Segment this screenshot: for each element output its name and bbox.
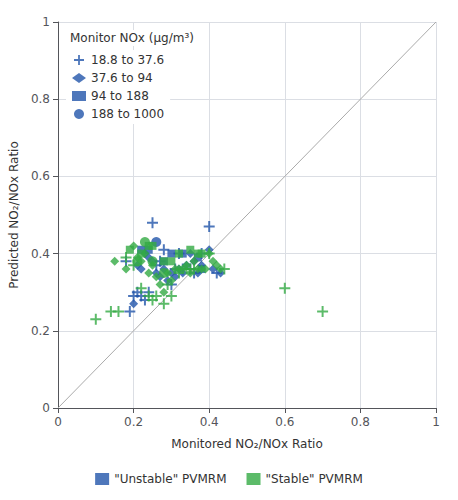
- svg-text:0: 0: [42, 401, 50, 415]
- svg-text:Monitor NOx (μg/m³): Monitor NOx (μg/m³): [70, 31, 194, 45]
- svg-text:0.6: 0.6: [275, 415, 294, 429]
- svg-text:18.8 to 37.6: 18.8 to 37.6: [91, 53, 164, 67]
- svg-text:188 to 1000: 188 to 1000: [91, 107, 164, 121]
- svg-text:0: 0: [54, 415, 62, 429]
- svg-text:0.8: 0.8: [31, 92, 50, 106]
- svg-text:0.2: 0.2: [31, 324, 50, 338]
- svg-text:37.6 to 94: 37.6 to 94: [91, 71, 153, 85]
- svg-text:0.2: 0.2: [124, 415, 143, 429]
- svg-text:Monitored NO₂/NOx Ratio: Monitored NO₂/NOx Ratio: [171, 437, 323, 451]
- svg-text:Predicted NO₂/NOx Ratio: Predicted NO₂/NOx Ratio: [7, 141, 21, 289]
- svg-text:0.8: 0.8: [351, 415, 370, 429]
- svg-text:0.4: 0.4: [31, 247, 50, 261]
- svg-text:"Stable" PVMRM: "Stable" PVMRM: [266, 472, 363, 486]
- svg-text:1: 1: [42, 15, 50, 29]
- svg-text:"Unstable" PVMRM: "Unstable" PVMRM: [114, 472, 226, 486]
- svg-text:0.6: 0.6: [31, 169, 50, 183]
- svg-text:1: 1: [432, 415, 440, 429]
- svg-text:94 to 188: 94 to 188: [91, 89, 149, 103]
- svg-text:0.4: 0.4: [200, 415, 219, 429]
